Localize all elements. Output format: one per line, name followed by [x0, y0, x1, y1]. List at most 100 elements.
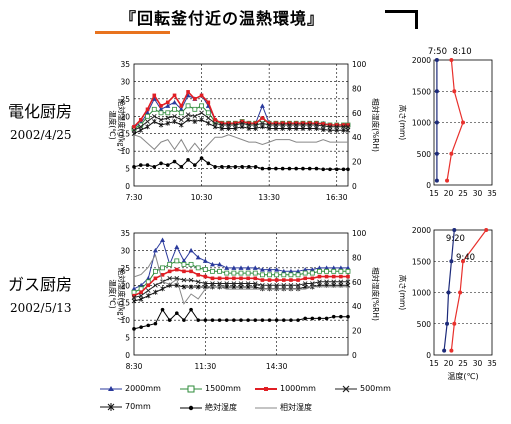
- gas-ts-point-1500mm: [252, 270, 258, 276]
- electric-ts-point-70mm: [253, 125, 258, 131]
- electric-profile-point-7:50: [434, 120, 439, 125]
- gas-ts-point-絶対湿度: [289, 318, 293, 322]
- electric-ts-point-500mm: [185, 112, 191, 117]
- gas-ts-point-70mm: [145, 293, 151, 299]
- electric-ts-point-1000mm: [233, 121, 238, 126]
- electric-profile-xtick-label: 15: [429, 189, 439, 198]
- electric-ts-point-500mm: [151, 113, 157, 119]
- electric-ts-point-500mm: [345, 124, 351, 130]
- gas-ts-point-1500mm: [217, 268, 223, 274]
- gas-ts-point-500mm: [288, 282, 294, 288]
- electric-ts-point-70mm: [185, 117, 191, 123]
- electric-profile-point-7:50: [434, 151, 439, 156]
- gas-ts-ytick-label: 5: [125, 334, 130, 343]
- gas-profile-xtick-label: 30: [473, 359, 483, 368]
- legend-label-abs-humidity: 絶対湿度: [205, 403, 237, 412]
- gas-ts-point-2000mm: [217, 261, 223, 267]
- gas-ts-point-1500mm: [259, 272, 265, 278]
- electric-ts-point-70mm: [300, 125, 306, 131]
- electric-ts-point-500mm: [320, 123, 326, 129]
- gas-ts-point-500mm: [131, 295, 137, 300]
- gas-ts-point-1500mm: [331, 268, 337, 274]
- gas-ts-point-絶対湿度: [203, 318, 208, 322]
- gas-ts-point-2000mm: [131, 286, 137, 291]
- electric-ts-point-1000mm: [165, 100, 170, 105]
- gas-ts-point-1000mm: [224, 276, 229, 281]
- legend-label-70mm: 70mm: [125, 402, 151, 411]
- electric-ts-point-70mm: [345, 127, 351, 133]
- gas-ts-point-500mm: [145, 288, 151, 293]
- electric-ts-point-1000mm: [206, 100, 211, 105]
- electric-ts-point-絶対湿度: [328, 167, 332, 172]
- electric-ts-ytick-label: 5: [125, 165, 130, 174]
- electric-ts-point-絶対湿度: [294, 166, 298, 171]
- page-title: 『回転釜付近の温熱環境』: [120, 9, 325, 28]
- electric-ts-ytick-label: 35: [120, 60, 130, 69]
- legend-label-2000mm: 2000mm: [125, 384, 161, 393]
- title-underline: [95, 31, 170, 34]
- gas-ts-point-1500mm: [309, 270, 315, 276]
- gas-ts-point-2000mm: [338, 265, 344, 270]
- gas-ts-point-1500mm: [324, 268, 330, 274]
- electric-ts-ytick-label: 0: [125, 182, 130, 191]
- electric-ts-point-70mm: [266, 125, 272, 131]
- gas-profile-xtick-label: 35: [487, 359, 497, 368]
- gas-ts-point-1000mm: [282, 278, 286, 282]
- gas-ts-point-1500mm: [167, 261, 173, 267]
- electric-ts-point-1500mm: [151, 106, 157, 112]
- electric-ts-point-70mm: [145, 124, 150, 130]
- electric-ts-point-1000mm: [346, 123, 350, 127]
- electric-ts-point-70mm: [280, 125, 285, 131]
- electric-ts-point-1500mm: [185, 103, 191, 109]
- row-date-electric: 2002/4/25: [10, 128, 72, 142]
- gas-ts-point-1000mm: [346, 274, 350, 279]
- gas-ts-point-500mm: [231, 281, 237, 286]
- electric-profile-point-8:10: [461, 120, 465, 125]
- legend-item-rel-humidity: 相対湿度: [255, 402, 312, 413]
- electric-ts-point-2000mm: [158, 106, 164, 112]
- gas-ts-point-絶対湿度: [346, 314, 350, 319]
- gas-ts-point-1500mm: [274, 272, 280, 278]
- gas-ts-ytick-label: 20: [120, 281, 130, 290]
- electric-ts-point-絶対湿度: [341, 167, 346, 172]
- electric-ts-point-絶対湿度: [267, 166, 271, 171]
- legend-item-1000mm: 1000mm: [255, 384, 316, 393]
- gas-ts-point-500mm: [181, 277, 187, 283]
- gas-ts-point-2000mm: [152, 247, 158, 253]
- electric-ts-point-70mm: [260, 124, 265, 130]
- gas-ts-point-1000mm: [246, 276, 250, 281]
- electric-ts-point-70mm: [287, 125, 292, 131]
- gas-ts-point-500mm: [153, 282, 158, 288]
- electric-ts-point-500mm: [293, 122, 299, 128]
- electric-ts-ylabel-right: 相対湿度(%RH): [371, 98, 381, 152]
- gas-ts-ytick-label: 30: [120, 246, 130, 255]
- electric-ts-point-1000mm: [334, 123, 339, 127]
- electric-ts-point-70mm: [172, 119, 177, 125]
- gas-ts-point-500mm: [167, 275, 172, 281]
- gas-ts-point-絶対湿度: [310, 316, 315, 321]
- gas-ts-point-絶対湿度: [217, 318, 222, 322]
- electric-ts-point-絶対湿度: [159, 161, 163, 166]
- electric-profile-xtick-label: 30: [473, 189, 483, 198]
- electric-ts-y2tick-label: 100: [352, 60, 367, 69]
- gas-ts-point-1500mm: [295, 272, 301, 278]
- electric-ts-point-70mm: [239, 124, 245, 130]
- legend-label-1500mm: 1500mm: [205, 384, 241, 393]
- gas-ts-point-1000mm: [296, 278, 300, 282]
- electric-ts-point-70mm: [192, 119, 198, 125]
- electric-ts-point-70mm: [151, 119, 157, 125]
- electric-ts-point-70mm: [179, 122, 184, 128]
- electric-ts-point-絶対湿度: [199, 156, 204, 160]
- electric-profile-ytick-label: 0: [426, 181, 431, 190]
- electric-ts-point-1000mm: [253, 121, 258, 126]
- gas-ts-point-2000mm: [324, 265, 330, 270]
- electric-ts-ylabel-left-1: 温度(℃): [108, 110, 118, 139]
- gas-profile-point-9:40: [484, 228, 489, 232]
- gas-ts-point-500mm: [188, 277, 194, 283]
- gas-ts-point-絶対湿度: [339, 314, 343, 319]
- electric-ts-point-500mm: [280, 122, 285, 128]
- gas-ts-point-2000mm: [174, 244, 180, 249]
- electric-ts-y2tick-label: 20: [352, 158, 362, 167]
- gas-ts-point-1000mm: [146, 283, 151, 288]
- electric-ts-point-1000mm: [274, 121, 278, 126]
